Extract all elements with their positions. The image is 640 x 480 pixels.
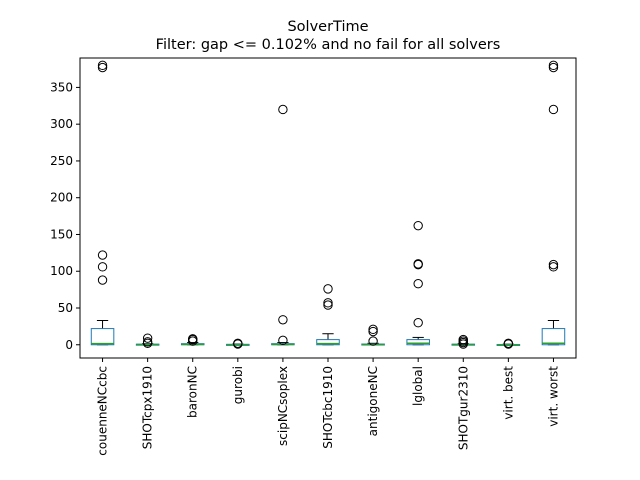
outlier-point <box>323 298 333 308</box>
iqr-box <box>406 339 430 346</box>
chart-title: SolverTime <box>287 19 368 35</box>
x-tick-label: lglobal <box>411 366 425 406</box>
y-tick-label: 0 <box>65 338 73 352</box>
boxes-layer <box>90 60 566 349</box>
outlier-point <box>413 279 423 289</box>
y-tick-label: 150 <box>50 227 73 241</box>
outlier-point <box>548 62 559 73</box>
box-group <box>451 334 476 349</box>
iqr-box <box>316 339 340 346</box>
x-tick-label: virt. worst <box>546 366 560 427</box>
x-tick-label: baronNC <box>186 366 200 418</box>
x-tick-label: antigoneNC <box>366 366 380 436</box>
box-group <box>90 60 115 346</box>
outlier-point <box>503 338 514 348</box>
x-tick-label: SHOTgur2310 <box>456 366 470 450</box>
outlier-point <box>413 259 423 269</box>
outlier-point <box>97 250 108 260</box>
x-tick-label: couenneNCcbc <box>96 366 110 456</box>
outlier-point <box>548 104 559 115</box>
x-tick-label: virt. best <box>501 366 515 420</box>
x-axis: couenneNCcbc SHOTcpx1910 baronNC gurobi scip… <box>96 358 560 456</box>
iqr-box <box>90 328 115 346</box>
y-tick-label: 250 <box>50 154 73 168</box>
x-tick-label: scipNCsoplex <box>276 366 290 446</box>
x-tick-label: SHOTcbc1910 <box>321 366 335 449</box>
box-group <box>180 334 205 346</box>
outlier-point <box>368 336 378 346</box>
outlier-point <box>278 104 288 115</box>
box-group <box>496 338 521 349</box>
outlier-point <box>368 326 378 337</box>
outlier-point <box>278 315 288 325</box>
outlier-point <box>97 275 108 285</box>
outlier-point <box>548 60 559 71</box>
outlier-point <box>233 338 243 348</box>
box-group <box>406 220 430 346</box>
box-group <box>316 284 340 346</box>
y-axis: 0 50 100 150 200 250 300 350 <box>50 80 80 352</box>
outlier-point <box>97 262 108 272</box>
outlier-point <box>323 284 333 294</box>
outlier-point <box>97 62 108 73</box>
outlier-point <box>323 300 333 310</box>
outlier-point <box>548 259 559 270</box>
box-group <box>271 104 295 346</box>
iqr-box <box>541 328 566 346</box>
outlier-point <box>413 220 423 231</box>
box-group <box>541 60 566 346</box>
y-tick-label: 350 <box>50 80 73 94</box>
y-tick-label: 200 <box>50 191 73 205</box>
outlier-point <box>278 335 288 346</box>
y-tick-label: 100 <box>50 264 73 278</box>
y-tick-label: 300 <box>50 117 73 131</box>
outlier-point <box>97 60 108 71</box>
outlier-point <box>188 334 198 344</box>
outlier-point <box>142 337 153 347</box>
x-tick-label: SHOTcpx1910 <box>141 366 155 449</box>
x-tick-label: gurobi <box>231 366 245 404</box>
outlier-point <box>368 324 378 335</box>
outlier-point <box>458 334 468 345</box>
plot-frame <box>79 57 577 359</box>
outlier-point <box>548 262 559 272</box>
outlier-point <box>413 318 423 328</box>
chart-subtitle: Filter: gap <= 0.102% and no fail for al… <box>156 37 501 53</box>
y-tick-label: 50 <box>58 301 73 315</box>
outlier-point <box>142 333 153 343</box>
box-group <box>361 324 385 346</box>
box-group <box>135 333 160 348</box>
outlier-point <box>413 259 423 270</box>
box-group <box>226 338 250 349</box>
